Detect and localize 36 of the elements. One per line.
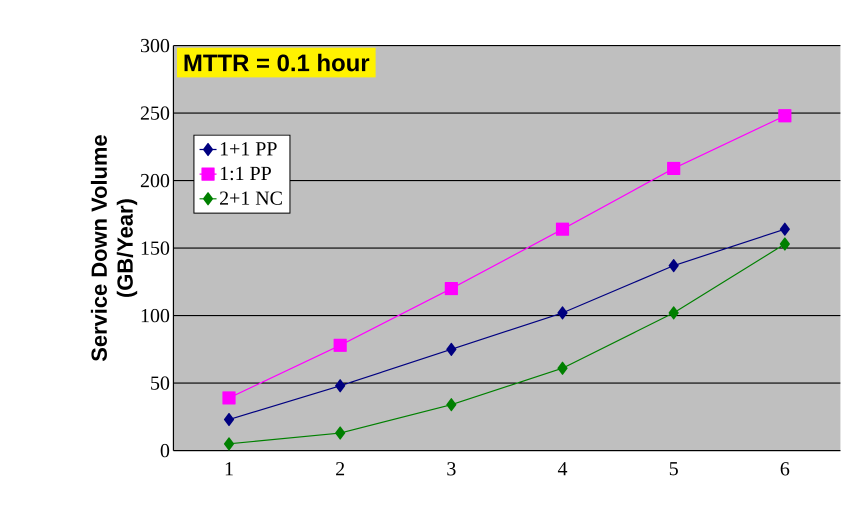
point — [335, 379, 346, 392]
point — [335, 426, 346, 440]
annotation: MTTR = 0.1 hour — [184, 54, 370, 72]
point — [667, 162, 680, 176]
point — [668, 259, 679, 272]
legend-label: 1+1 PP — [220, 142, 277, 156]
point — [334, 338, 347, 352]
point — [224, 412, 234, 426]
point — [780, 222, 790, 236]
y-tick-label: 150 — [142, 241, 170, 255]
point — [557, 306, 568, 320]
point — [224, 437, 234, 450]
point — [556, 222, 570, 236]
legend-label: 2+1 NC — [220, 191, 282, 205]
x-tick-label: 5 — [670, 462, 678, 476]
y-tick-label: 0 — [160, 444, 170, 458]
x-tick-label: 1 — [226, 462, 233, 476]
point — [778, 109, 792, 122]
point — [444, 282, 458, 296]
point — [222, 391, 236, 405]
x-tick-label: 4 — [558, 462, 568, 476]
y-tick-label: 200 — [140, 174, 170, 188]
point — [446, 342, 456, 356]
legend-label: 1:1 PP — [220, 166, 271, 180]
point — [557, 362, 568, 375]
x-tick-label: 2 — [336, 462, 344, 476]
y-axis-title: Service Down Volume (GB/Year) — [90, 135, 138, 362]
y-tick-label: 50 — [151, 376, 170, 390]
y-tick-label: 250 — [140, 106, 170, 120]
x-tick-label: 6 — [780, 462, 790, 476]
point — [668, 306, 679, 320]
y-tick-label: 300 — [140, 38, 170, 52]
y-tick-label: 100 — [142, 308, 170, 322]
point — [446, 398, 456, 412]
x-tick-label: 3 — [447, 462, 456, 476]
point — [780, 237, 790, 251]
